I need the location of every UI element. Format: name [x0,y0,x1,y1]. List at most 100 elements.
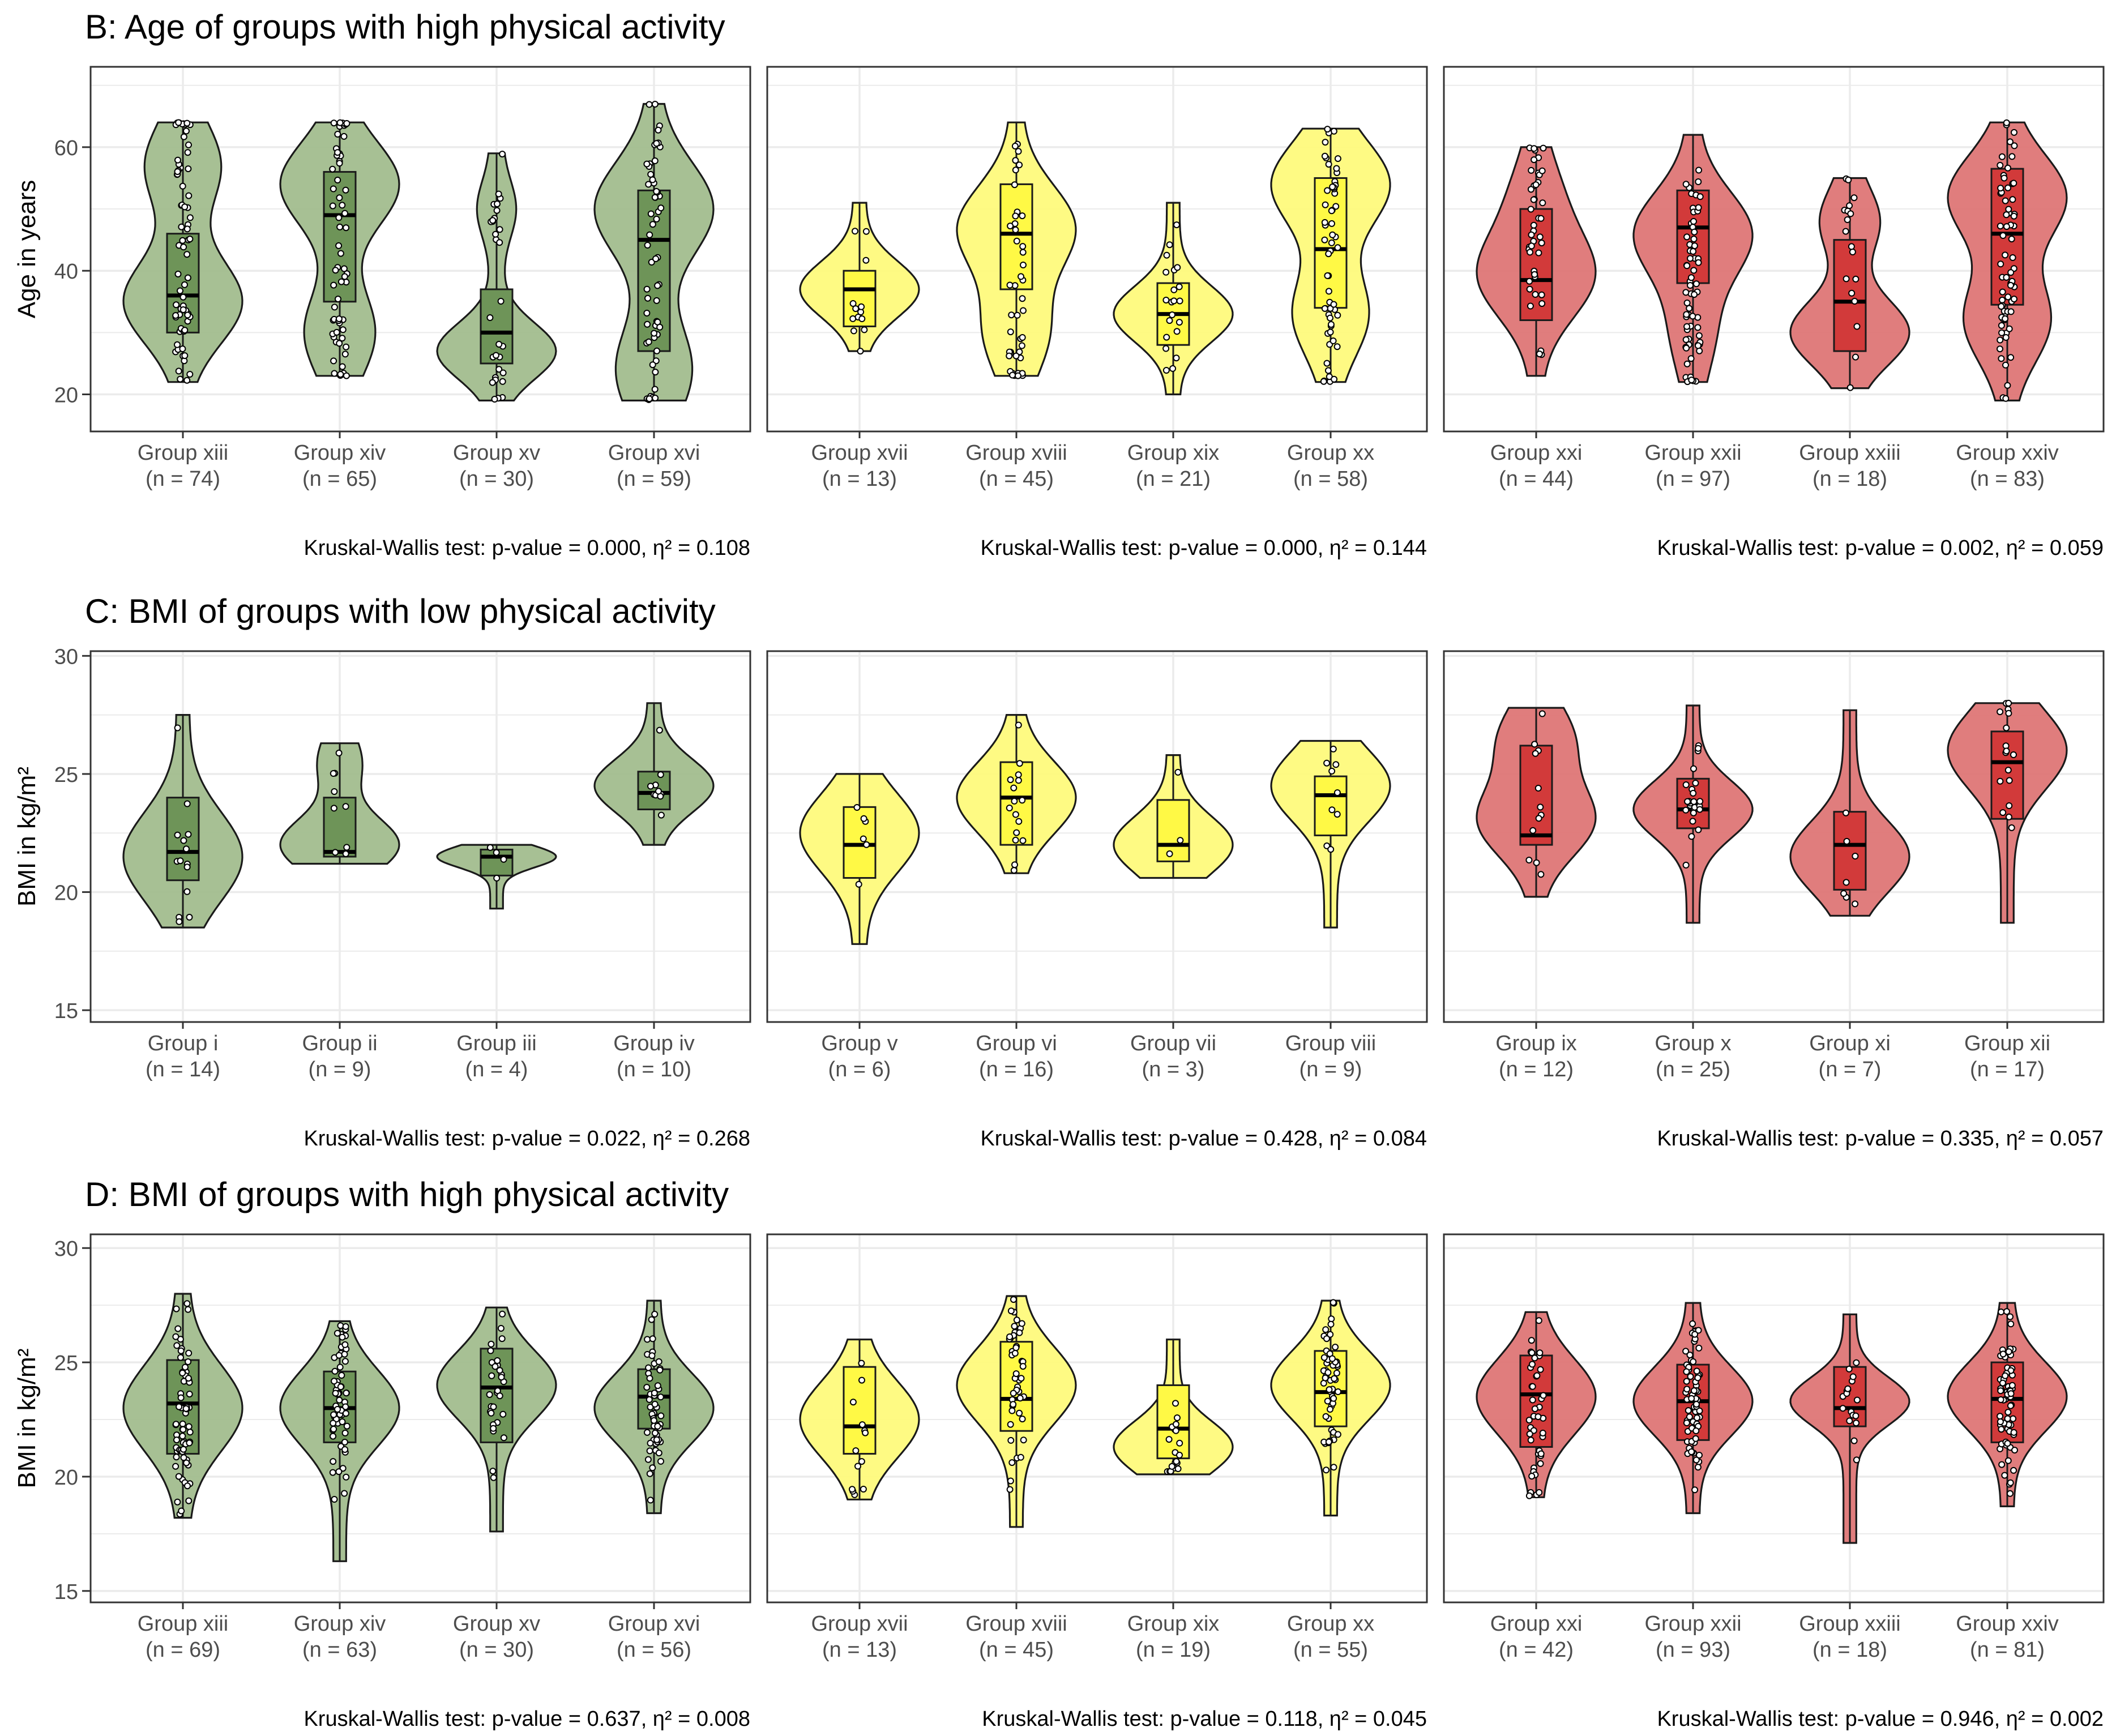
data-point [2008,1382,2016,1389]
data-point [1017,1453,1024,1461]
data-point [496,239,503,246]
x-category-label: Group v [821,1032,897,1055]
data-point [339,1418,346,1425]
data-point [499,369,507,377]
data-point [1849,1373,1857,1380]
data-point [174,1498,181,1506]
data-point [486,1391,493,1398]
x-category-n: (n = 18) [1813,1638,1887,1662]
data-point [1682,781,1690,788]
data-point [862,1429,869,1436]
y-tick-label: 30 [54,645,78,669]
data-point [337,1383,344,1391]
data-point [1531,271,1538,278]
data-point [653,140,660,147]
data-point [185,1349,193,1357]
data-point [330,770,337,777]
data-point [649,1335,656,1342]
data-point [331,1378,338,1385]
x-category-label: Group xiii [138,1612,229,1636]
data-point [1692,280,1700,288]
group-2: Group xxiii(n = 18) [1789,1313,1910,1662]
data-point [490,1425,497,1432]
data-point [1997,777,2004,785]
x-category-label: Group viii [1285,1032,1377,1055]
x-category-label: Group xvi [608,1612,700,1636]
x-category-n: (n = 30) [459,1638,534,1662]
data-point [332,267,339,274]
data-point [1532,750,1539,757]
data-point [1020,262,1027,268]
data-point [863,841,870,848]
data-point [2006,777,2013,784]
data-point [1166,317,1173,324]
group-3: Group xx(n = 55) [1270,1299,1391,1662]
data-point [174,1325,182,1332]
data-point [852,228,858,235]
x-category-n: (n = 9) [1299,1058,1362,1081]
data-point [1162,367,1170,374]
data-point [329,165,336,173]
x-category-n: (n = 9) [309,1058,371,1081]
data-point [1333,789,1341,796]
data-point [2000,174,2008,182]
data-point [499,1310,506,1318]
data-point [858,303,865,310]
data-point [1330,301,1337,308]
data-point [1177,837,1184,844]
data-point [177,375,184,383]
data-point [1325,161,1332,168]
data-point [1691,291,1698,298]
group-0: Group xvii(n = 13) [799,1339,920,1662]
data-point [1695,1344,1703,1352]
data-point [1696,798,1704,805]
data-point [1538,710,1546,717]
data-point [2007,1313,2014,1320]
data-point [493,874,501,882]
data-point [343,844,350,851]
data-point [1689,313,1696,320]
data-point [1014,372,1021,379]
data-point [493,352,499,359]
data-point [1690,809,1697,816]
data-point [1162,268,1170,276]
data-point [1334,311,1341,319]
data-point [496,1392,503,1400]
data-point [1695,1327,1702,1334]
data-point [1322,1374,1329,1382]
data-point [186,1429,194,1436]
data-point [184,149,191,156]
panel-red: Group ix (n = 12) Group x (n = 25) Group xi (… [1443,650,2105,1151]
data-point [652,1429,659,1436]
group-2: Group xxiii(n = 18) [1789,175,1910,491]
data-point [1999,1379,2006,1387]
data-point [1687,255,1694,262]
data-point [1018,273,1024,280]
data-point [1690,798,1698,805]
data-point [1694,1414,1700,1421]
data-point [1999,809,2007,816]
data-point [1693,1367,1700,1375]
data-point [343,343,350,350]
kruskal-wallis-stat: Kruskal-Wallis test: p-value = 0.946, η²… [1657,1707,2104,1731]
data-point [1325,288,1332,295]
data-point [857,348,864,355]
kruskal-wallis-stat: Kruskal-Wallis test: p-value = 0.118, η²… [982,1707,1427,1731]
data-point [1529,1361,1536,1368]
data-point [337,371,344,378]
data-point [1016,1329,1023,1336]
data-point [500,856,507,863]
data-point [1683,233,1691,241]
x-category-label: Group ix [1495,1032,1577,1055]
data-point [1330,1464,1337,1471]
data-point [1016,1395,1024,1402]
data-point [341,1429,349,1436]
data-point [1843,809,1849,816]
data-point [1844,1385,1852,1392]
data-point [860,835,867,843]
panel-red: Group xxi(n = 42)Group xxii(n = 93)Group… [1443,1233,2105,1731]
data-point [2005,1348,2012,1356]
data-point [486,314,494,321]
data-point [1999,1350,2007,1358]
data-point [342,850,349,857]
